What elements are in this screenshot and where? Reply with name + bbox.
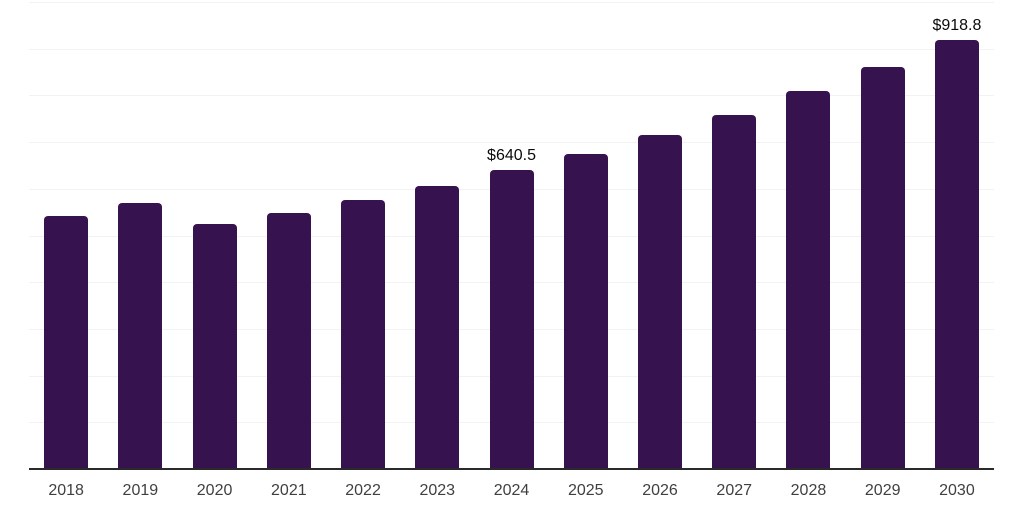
gridline-900 [29,48,994,50]
bar-slot-2029 [846,2,920,469]
bar-2027 [712,114,757,469]
bar-slot-2018 [29,2,103,469]
x-axis-line [29,468,994,470]
x-tick-label-2020: 2020 [196,482,233,499]
bar-slot-2023 [400,2,474,469]
bar-slot-2022 [326,2,400,469]
bar-slot-2028 [771,2,845,469]
x-tick-label-2026: 2026 [642,482,678,499]
x-axis-labels: 2018 2019 2020 2021 2022 2023 2024 2025 2026 2027… [29,483,994,499]
x-tick-label-2030: 2030 [939,482,975,499]
x-tick-label-2029: 2029 [864,482,901,499]
bar-2029 [860,67,905,469]
bar-slot-2019 [103,2,177,469]
bar-slot-2021 [252,2,326,469]
x-tick-label-2023: 2023 [419,482,456,499]
bar-slot-2026 [623,2,697,469]
x-tick-label-2022: 2022 [345,482,381,499]
plot-area: $640.5 $918.8 [29,2,994,469]
x-tick-label-2025: 2025 [567,482,604,499]
value-label-2030: $918.8 [932,16,982,34]
x-tick-label-2024: 2024 [493,482,530,499]
x-tick-label-2027: 2027 [716,482,753,499]
bar-2021 [266,212,311,469]
bar-2022 [341,200,386,469]
bars-container: $640.5 $918.8 [29,2,994,469]
x-tick-label-2021: 2021 [271,482,307,499]
bar-2023 [415,186,460,469]
x-tick-label-2028: 2028 [790,482,827,499]
bar-2026 [637,134,682,469]
bar-slot-2027 [697,2,771,469]
value-label-2024: $640.5 [487,146,536,164]
bar-2025 [563,153,608,469]
gridline-700 [29,142,994,144]
bar-2020 [192,224,237,469]
bar-2024 [489,169,534,469]
bar-slot-2024: $640.5 [474,2,548,469]
bar-slot-2020 [177,2,251,469]
bar-slot-2025 [549,2,623,469]
bar-2018 [44,216,89,469]
gridline-1000 [29,2,994,3]
bar-2028 [786,90,831,469]
bar-2030 [934,39,979,469]
bar-2019 [118,202,163,469]
bar-slot-2030: $918.8 [920,2,994,469]
gridline-800 [29,95,994,97]
x-tick-label-2019: 2019 [122,482,159,499]
x-tick-label-2018: 2018 [48,482,84,499]
